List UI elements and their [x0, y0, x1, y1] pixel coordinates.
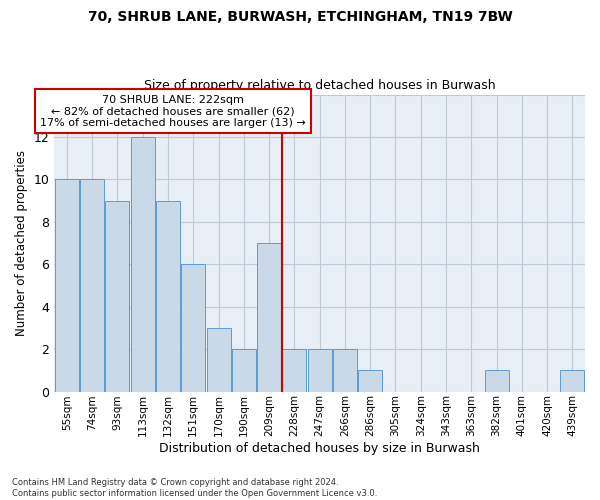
Bar [106, 200, 130, 392]
Bar [485, 370, 509, 392]
Bar [181, 264, 205, 392]
Bar [257, 243, 281, 392]
Text: 70 SHRUB LANE: 222sqm
← 82% of detached houses are smaller (62)
17% of semi-deta: 70 SHRUB LANE: 222sqm ← 82% of detached … [40, 94, 306, 128]
Bar [206, 328, 230, 392]
X-axis label: Distribution of detached houses by size in Burwash: Distribution of detached houses by size … [159, 442, 480, 455]
Bar [232, 349, 256, 392]
Bar [308, 349, 332, 392]
Bar [560, 370, 584, 392]
Y-axis label: Number of detached properties: Number of detached properties [15, 150, 28, 336]
Text: Contains HM Land Registry data © Crown copyright and database right 2024.
Contai: Contains HM Land Registry data © Crown c… [12, 478, 377, 498]
Text: 70, SHRUB LANE, BURWASH, ETCHINGHAM, TN19 7BW: 70, SHRUB LANE, BURWASH, ETCHINGHAM, TN1… [88, 10, 512, 24]
Bar [358, 370, 382, 392]
Bar [55, 180, 79, 392]
Bar [131, 137, 155, 392]
Bar [333, 349, 357, 392]
Bar [283, 349, 307, 392]
Bar [156, 200, 180, 392]
Title: Size of property relative to detached houses in Burwash: Size of property relative to detached ho… [144, 79, 496, 92]
Bar [80, 180, 104, 392]
